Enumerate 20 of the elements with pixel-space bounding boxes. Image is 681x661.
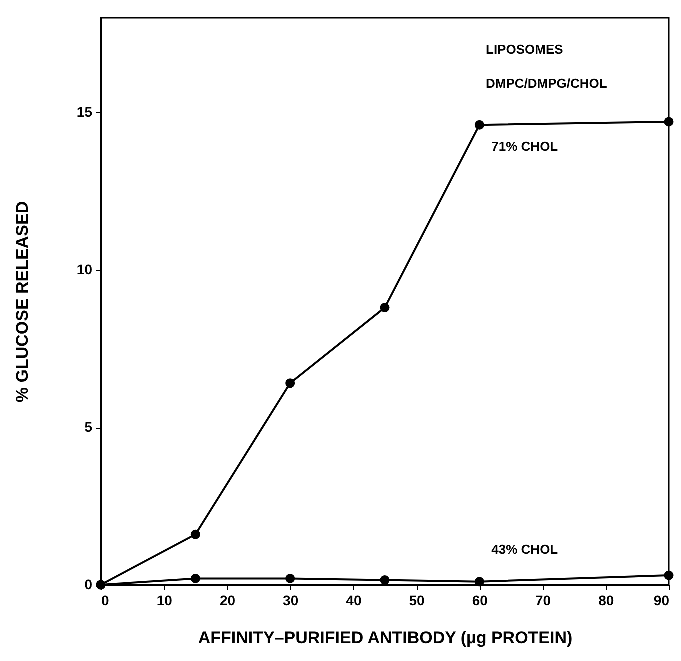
series-label: 43% CHOL xyxy=(492,542,558,557)
y-tick-label: 0 xyxy=(84,576,93,592)
x-tick-label: 0 xyxy=(102,592,110,608)
y-tick-label: 5 xyxy=(84,419,93,435)
x-tick-label: 50 xyxy=(409,592,426,608)
x-tick-label: 60 xyxy=(472,592,488,608)
x-tick-label: 10 xyxy=(156,592,173,608)
x-tick-label: 90 xyxy=(654,592,670,608)
x-tick-label: 40 xyxy=(346,592,362,608)
annotation: DMPC/DMPG/CHOL xyxy=(486,76,608,91)
x-tick-label: 30 xyxy=(283,592,299,608)
x-tick-label: 20 xyxy=(220,592,236,608)
y-tick-label: 10 xyxy=(76,262,93,278)
x-axis-title: AFFINITY–PURIFIED ANTIBODY (µg PROTEIN) xyxy=(198,628,573,648)
y-axis-title: % GLUCOSE RELEASED xyxy=(12,201,32,403)
annotation: LIPOSOMES xyxy=(486,42,564,57)
x-tick-label: 80 xyxy=(598,592,614,608)
series-label: 71% CHOL xyxy=(492,139,558,154)
y-tick-label: 15 xyxy=(76,104,93,120)
x-tick-label: 70 xyxy=(535,592,552,608)
